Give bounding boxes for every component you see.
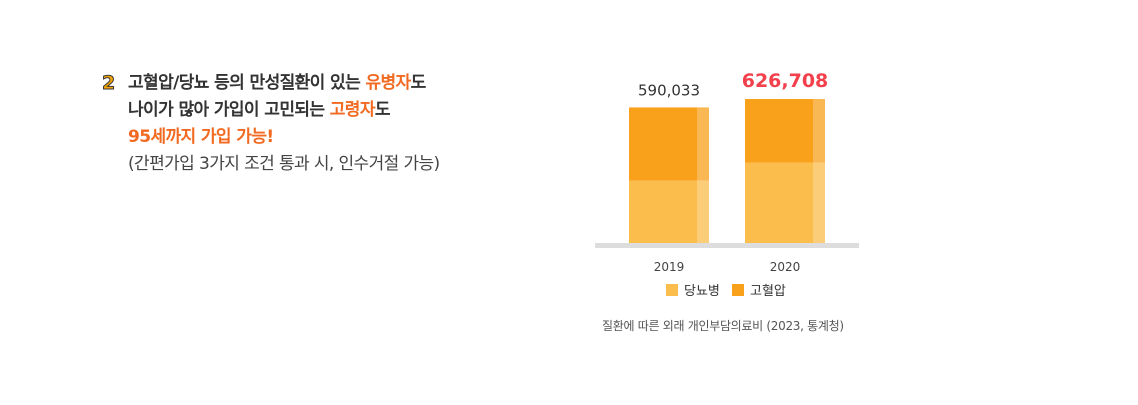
bar-2019-series-2 [629,107,709,181]
bar-highlight-2020 [813,99,825,243]
bar-2019-series-1 [629,180,709,243]
legend-swatch-2 [732,284,744,296]
chart-source: 질환에 따른 외래 개인부담의료비 (2023, 통계청) [602,319,844,333]
total-label-2019: 590,033 [638,81,700,99]
intro-line-2-suffix: 도 [374,100,391,120]
bar-2020-series-2 [745,99,825,163]
intro-line-3: 95세까지 가입 가능! [128,127,274,147]
intro-line-1-highlight: 유병자 [365,73,411,93]
intro-line-2-prefix: 나이가 많아 가입이 고민되는 [128,100,330,120]
bar-2020-series-1 [745,162,825,243]
legend-label-1: 당뇨병 [684,284,720,299]
x-tick-label-2019: 2019 [654,260,685,274]
intro-lines: 고혈압/당뇨 등의 만성질환이 있는 유병자도 나이가 많아 가입이 고민되는 … [128,70,440,178]
intro-line-2: 나이가 많아 가입이 고민되는 고령자도 [128,97,440,124]
legend-swatch-1 [666,284,678,296]
step-number-badge: 2 [102,72,116,95]
legend-label-2: 고혈압 [750,284,786,299]
intro-line-1-suffix: 도 [410,73,427,93]
intro-line-2-highlight: 고령자 [329,100,376,120]
bar-highlight-2019 [697,107,709,243]
bar-chart: 590,033 2019 626,708 2020 당뇨병 고혈압 [595,70,859,299]
baseline [595,243,859,248]
total-label-2020: 626,708 [742,70,829,92]
intro-line-4: (간편가입 3가지 조건 통과 시, 인수거절 가능) [128,154,440,174]
intro-line-1: 고혈압/당뇨 등의 만성질환이 있는 유병자도 [128,70,440,97]
x-tick-label-2020: 2020 [770,260,801,274]
intro-line-1-prefix: 고혈압/당뇨 등의 만성질환이 있는 [128,73,366,93]
